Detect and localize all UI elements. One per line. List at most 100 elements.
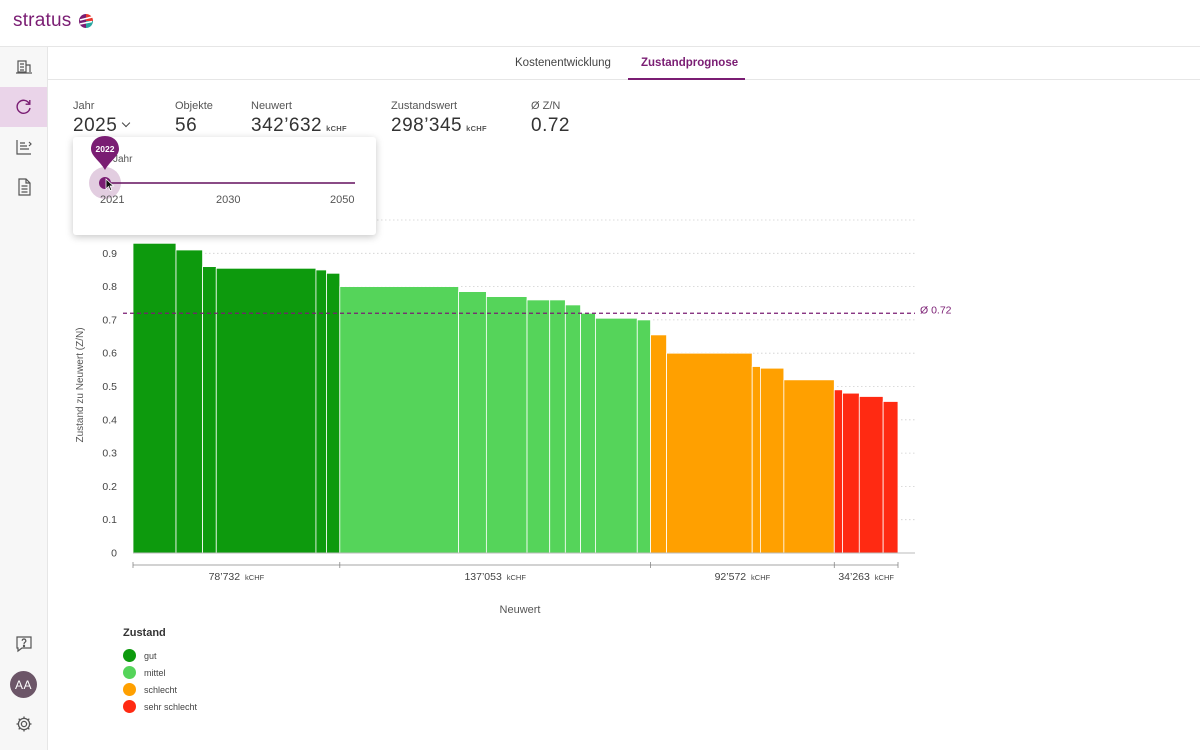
y-tick-label: 0.9	[102, 248, 117, 260]
bar-mittel	[485, 296, 528, 554]
legend-label: sehr schlecht	[144, 701, 198, 712]
group-total-label: 92’572 kCHF	[715, 571, 771, 583]
bar-mittel	[549, 299, 566, 554]
bar-mittel	[526, 299, 551, 554]
zustand-chart: 0 0.1 0.2 0.3 0.4 0.5 0.6 0.7 0.8 0.9 Zustand zu …	[75, 219, 952, 616]
slider-value-label: 2022	[95, 144, 115, 154]
y-tick-label: 0.6	[102, 348, 117, 360]
kpi-zn-value: 0.72	[531, 115, 570, 136]
kpi-neuwert-label: Neuwert	[251, 100, 292, 112]
chevron-down-icon	[122, 118, 131, 128]
tab-zustandprognose[interactable]: Zustandprognose	[641, 57, 739, 69]
bar-gut	[132, 242, 177, 554]
gear-icon	[16, 716, 31, 732]
year-slider-track[interactable]	[105, 182, 355, 184]
y-tick-label: 0.5	[102, 381, 117, 393]
sidebar-item-prognose[interactable]	[0, 87, 47, 127]
legend-item-schlecht[interactable]: schlecht	[123, 681, 197, 698]
legend-item-mittel[interactable]: mittel	[123, 664, 197, 681]
group-total-label: 137’053 kCHF	[464, 571, 526, 583]
mouse-cursor-icon	[105, 178, 115, 192]
y-tick-label: 0.7	[102, 314, 117, 326]
bar-schlecht	[650, 334, 667, 554]
y-tick-label: 0.4	[102, 414, 117, 426]
chart-legend: Zustand gut mittel schlecht sehr schlech…	[123, 627, 197, 715]
bar-gut	[215, 267, 317, 554]
refresh-cycle-icon	[15, 99, 31, 114]
avatar[interactable]: AA	[10, 671, 37, 698]
sort-list-icon	[15, 140, 32, 155]
bar-gut	[175, 249, 203, 554]
legend-title: Zustand	[123, 627, 166, 639]
app-logo[interactable]: stratus	[13, 10, 95, 32]
y-tick-label: 0.1	[102, 514, 117, 526]
y-tick-label: 0.3	[102, 448, 117, 460]
sidebar: AA	[0, 47, 48, 750]
bar-gut	[326, 272, 341, 554]
kpi-zustandswert-value: 298’345	[391, 115, 463, 136]
bar-sehr-schlecht	[882, 401, 899, 554]
legend-swatch	[123, 683, 136, 696]
chart-bars	[132, 242, 899, 554]
bar-mittel	[595, 317, 638, 554]
help-button[interactable]	[0, 624, 47, 664]
year-select[interactable]: 2025	[73, 115, 131, 137]
bar-sehr-schlecht	[858, 396, 884, 554]
kpi-zustandswert-label: Zustandswert	[391, 100, 458, 112]
help-icon	[15, 636, 32, 653]
average-label: Ø 0.72	[920, 305, 952, 317]
y-axis-label: Zustand zu Neuwert (Z/N)	[75, 327, 86, 442]
year-value: 2025	[73, 115, 118, 136]
legend-swatch	[123, 700, 136, 713]
legend-label: gut	[144, 650, 157, 661]
bar-gut	[315, 269, 327, 554]
bar-mittel	[564, 304, 581, 554]
bar-schlecht	[751, 366, 761, 554]
settings-button[interactable]	[0, 704, 47, 744]
value-pin-icon	[91, 136, 119, 170]
logo-mark-icon	[79, 14, 94, 28]
tab-kostenentwicklung[interactable]: Kostenentwicklung	[515, 57, 611, 69]
bar-mittel	[458, 291, 487, 554]
kpi-objects: Objekte 56	[175, 100, 213, 137]
kpi-zn: Ø Z/N 0.72	[531, 100, 570, 137]
bar-mittel	[580, 312, 596, 554]
kpi-neuwert-value: 342’632	[251, 115, 323, 136]
document-icon	[17, 178, 31, 196]
kpi-year-label: Jahr	[73, 100, 95, 112]
legend-item-gut[interactable]: gut	[123, 647, 197, 664]
group-total-label: 34’263 kCHF	[838, 571, 894, 583]
sidebar-item-analysis[interactable]	[0, 127, 47, 167]
bar-schlecht	[760, 367, 785, 554]
kpi-zustandswert-unit: kCHF	[466, 124, 487, 133]
y-axis-ticks: 0 0.1 0.2 0.3 0.4 0.5 0.6 0.7 0.8 0.9	[102, 248, 117, 560]
kpi-zn-label: Ø Z/N	[531, 100, 561, 112]
active-tab-indicator	[628, 78, 745, 80]
y-tick-label: 0.2	[102, 481, 117, 493]
legend-swatch	[123, 649, 136, 662]
bar-mittel	[636, 319, 651, 554]
kpi-neuwert: Neuwert 342’632 kCHF	[251, 100, 347, 137]
kpi-neuwert-unit: kCHF	[326, 124, 347, 133]
top-bar: stratus	[0, 0, 1200, 47]
bar-sehr-schlecht	[833, 389, 843, 554]
sidebar-item-reports[interactable]	[0, 167, 47, 207]
x-axis-label: Neuwert	[500, 604, 541, 616]
bar-schlecht	[783, 379, 835, 554]
kpi-objects-value: 56	[175, 115, 198, 136]
sidebar-item-portfolio[interactable]	[0, 47, 47, 87]
group-total-label: 78’732 kCHF	[209, 571, 265, 583]
bar-gut	[202, 266, 217, 554]
slider-tick-start: 2021	[100, 194, 125, 206]
y-tick-label: 0	[111, 548, 117, 560]
legend-item-sehr-schlecht[interactable]: sehr schlecht	[123, 698, 197, 715]
bar-schlecht	[666, 352, 753, 554]
y-tick-label: 0.8	[102, 281, 117, 293]
legend-swatch	[123, 666, 136, 679]
slider-label: Jahr	[113, 154, 133, 165]
kpi-year[interactable]: Jahr 2025	[73, 100, 131, 137]
tab-bar: Kostenentwicklung Zustandprognose	[48, 47, 1200, 80]
bar-sehr-schlecht	[842, 392, 860, 554]
slider-tick-end: 2050	[330, 194, 355, 206]
x-axis-groups: 78’732 kCHF 137’053 kCHF 92’572 kCHF 34’263…	[132, 562, 899, 583]
